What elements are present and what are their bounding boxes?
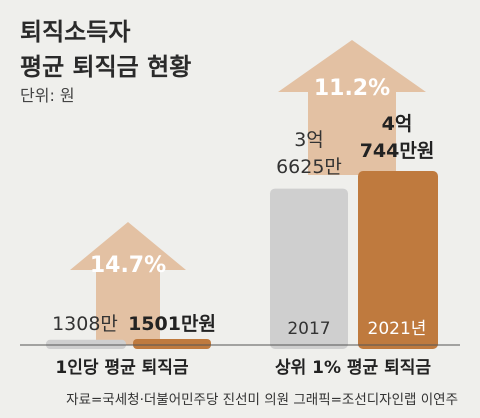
chart-title-line1: 퇴직소득자	[20, 18, 130, 46]
bar-top1-2021	[358, 171, 438, 349]
bar-top1-2017	[270, 188, 348, 349]
value-label-top1-2021-line2: 744만원	[360, 140, 435, 162]
growth-label-individual: 14.7%	[90, 253, 166, 278]
growth-arrow-left	[70, 222, 186, 345]
source-credit: 자료=국세청·더불어민주당 진선미 의원 그래픽=조선디자인랩 이연주	[66, 392, 458, 408]
unit-label: 단위: 원	[20, 86, 75, 105]
value-label-individual-2017: 1308만	[52, 313, 118, 335]
category-label-2017: 2017	[287, 319, 330, 339]
group-label-individual: 1인당 평균 퇴직금	[55, 358, 189, 378]
bar-individual-2021	[133, 339, 211, 349]
group-label-top1: 상위 1% 평균 퇴직금	[275, 358, 431, 378]
value-label-top1-2021-line1: 4억	[382, 113, 413, 135]
bar-individual-2017	[46, 339, 126, 349]
growth-arrow-right	[278, 40, 426, 175]
chart-title-line2: 평균 퇴직금 현황	[20, 53, 191, 81]
growth-label-top1: 11.2%	[314, 76, 390, 101]
value-label-top1-2017-line1: 3억	[294, 129, 324, 151]
category-label-2021: 2021년	[368, 319, 427, 339]
value-label-individual-2021: 1501만원	[128, 313, 216, 335]
value-label-top1-2017-line2: 6625만	[276, 156, 342, 178]
